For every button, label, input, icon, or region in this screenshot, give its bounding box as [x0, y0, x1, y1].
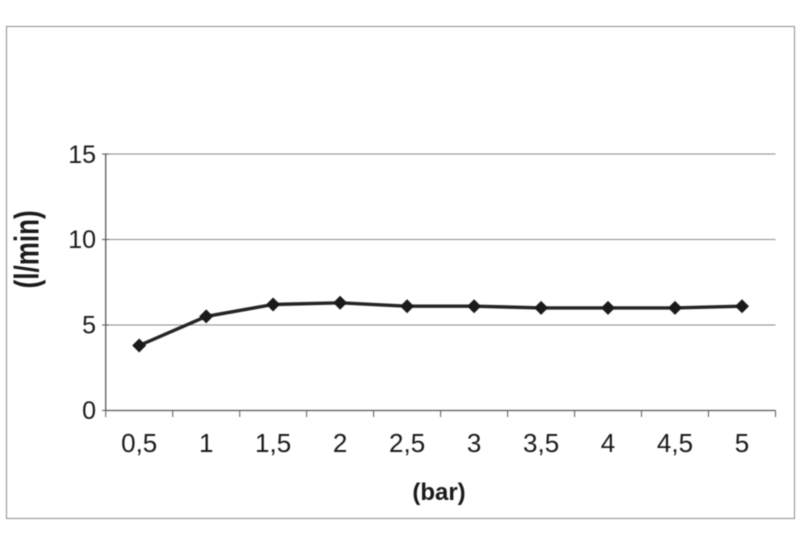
svg-text:3,5: 3,5: [523, 428, 559, 458]
svg-text:5: 5: [82, 312, 96, 340]
svg-text:(l/min): (l/min): [9, 210, 47, 288]
svg-text:3: 3: [467, 428, 481, 458]
svg-text:0: 0: [82, 397, 96, 425]
svg-text:4: 4: [601, 428, 615, 458]
svg-text:(bar): (bar): [412, 479, 465, 506]
svg-text:4,5: 4,5: [657, 428, 693, 458]
svg-text:0,5: 0,5: [121, 428, 157, 458]
svg-text:1,5: 1,5: [255, 428, 291, 458]
svg-text:2: 2: [333, 428, 347, 458]
svg-text:1: 1: [199, 428, 213, 458]
svg-text:2,5: 2,5: [389, 428, 425, 458]
svg-text:10: 10: [68, 226, 96, 254]
svg-text:5: 5: [735, 428, 749, 458]
svg-text:15: 15: [68, 141, 96, 169]
